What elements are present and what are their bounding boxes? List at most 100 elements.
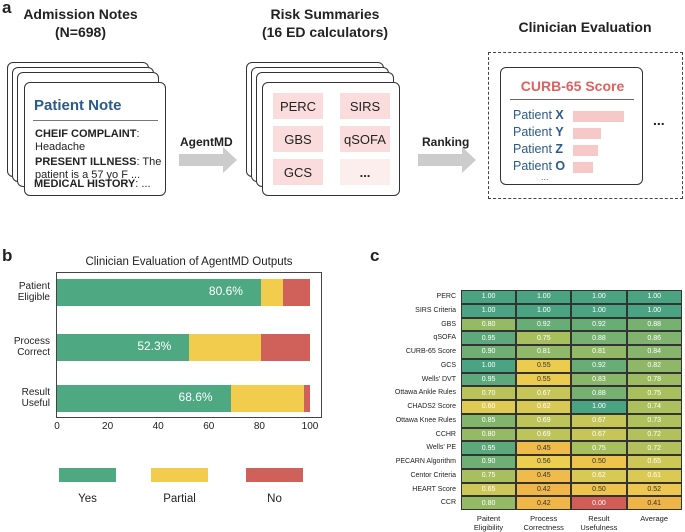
- data-label: 52.3%: [137, 339, 172, 353]
- heatmap-cell: 0.72: [626, 441, 682, 455]
- patient-row: Patient X: [513, 108, 564, 122]
- heatmap-row-label: qSOFA: [433, 334, 456, 342]
- heatmap-cell: 0.50: [571, 482, 627, 497]
- heatmap-cell: 0.42: [516, 496, 572, 510]
- heatmap-cell: 0.95: [461, 331, 517, 345]
- patient-row: Patient Y: [513, 125, 564, 139]
- heatmap-cell: 0.42: [516, 482, 572, 497]
- heatmap-cell: 1.00: [571, 303, 627, 318]
- risk-title-text: Risk Summaries: [270, 6, 380, 22]
- panel-label-a: a: [2, 0, 12, 17]
- bar-segment-no: [261, 333, 310, 361]
- heatmap-column-label: Paitent Eligibility: [473, 514, 504, 532]
- heatmap-row-label: CCHR: [435, 430, 456, 438]
- heatmap-cell: 0.45: [516, 441, 572, 455]
- legend-label: Partial: [163, 493, 196, 505]
- heatmap-cell: 0.45: [516, 468, 572, 483]
- heatmap-cell: 0.92: [571, 317, 627, 332]
- heatmap-cell: 0.72: [626, 427, 682, 442]
- field-present-illness: PRESENT ILLNESS: The patient is a 57 yo …: [35, 156, 162, 181]
- calc-qsofa: qSOFA: [340, 126, 390, 152]
- heatmap-cell: 1.00: [461, 290, 517, 304]
- legend-swatch-partial: [151, 468, 208, 482]
- y-tick-label: Process Correct: [13, 336, 50, 358]
- heatmap-cell: 0.75: [626, 386, 682, 400]
- heatmap-cell: 0.73: [626, 413, 682, 428]
- heatmap-cell: 0.90: [461, 455, 517, 469]
- heatmap-cell: 0.67: [516, 386, 572, 400]
- heatmap-cell: 0.60: [461, 400, 517, 414]
- calc-gbs: GBS: [273, 126, 323, 152]
- heatmap-row-label: PECARN Algorithm: [395, 458, 456, 465]
- heatmap-cell: 0.81: [516, 345, 572, 359]
- heatmap-cell: 0.92: [516, 317, 572, 332]
- heatmap-cell: 0.70: [461, 386, 517, 400]
- heatmap-row-label: CHADS2 Score: [407, 403, 456, 410]
- evaluation-box: [488, 52, 683, 199]
- heatmap-cell: 1.00: [516, 303, 572, 318]
- heatmap-cell: 0.52: [626, 482, 682, 497]
- field-chief-complaint: CHEIF COMPLAINT: Headache: [35, 128, 140, 153]
- heatmap-cell: 0.84: [626, 345, 682, 359]
- notes-count: (N=698): [55, 24, 106, 40]
- heatmap-cell: 0.95: [461, 372, 517, 387]
- heatmap-row-label: HEART Score: [412, 485, 456, 493]
- heatmap-cell: 0.82: [626, 358, 682, 373]
- more-ellipsis: ...: [653, 112, 665, 128]
- patient-score-bar: [573, 162, 593, 173]
- eval-title: Clinician Evaluation: [518, 19, 652, 35]
- bar-segment-yes: [57, 333, 190, 361]
- field-label: MEDICAL HISTORY: [34, 178, 136, 190]
- heatmap-row-label: Ottawa Knee Rules: [395, 416, 456, 424]
- x-tick-label: 20: [102, 421, 114, 432]
- x-tick-label: 0: [54, 421, 60, 432]
- agentmd-label: AgentMD: [180, 135, 233, 149]
- x-tick-label: 80: [253, 421, 265, 432]
- ranking-label: Ranking: [422, 135, 470, 149]
- heatmap-cell: 0.88: [571, 386, 627, 400]
- heatmap-row-label: Ottawa Ankle Rules: [394, 389, 456, 397]
- heatmap-cell: 0.88: [626, 317, 682, 332]
- patient-label: Patient: [513, 108, 556, 122]
- heatmap-cell: 0.56: [516, 455, 572, 469]
- heatmap-row-label: PERC: [436, 293, 456, 300]
- field-label: PRESENT ILLNESS: [35, 156, 137, 168]
- field-medical-history: MEDICAL HISTORY: ...: [34, 178, 151, 190]
- heatmap-cell: 0.78: [626, 372, 682, 387]
- patient-score-bar: [573, 128, 601, 139]
- heatmap-cell: 0.80: [461, 427, 517, 442]
- bar-chart-title: Clinician Evaluation of AgentMD Outputs: [85, 256, 293, 268]
- patient-id: Z: [555, 142, 564, 156]
- heatmap-cell: 0.75: [571, 441, 627, 455]
- panel-label-c: c: [370, 246, 380, 265]
- patient-score-bar: [573, 145, 598, 156]
- calc-sirs: SIRS: [340, 93, 390, 119]
- heatmap-cell: 0.75: [461, 468, 517, 483]
- heatmap-cell: 0.55: [516, 358, 572, 373]
- heatmap-cell: 0.83: [571, 372, 627, 387]
- heatmap-row-label: Centor Criteria: [410, 471, 456, 479]
- risk-summary-card: PERC SIRS GBS qSOFA GCS ...: [262, 82, 400, 196]
- arrow-right-icon: [179, 147, 237, 173]
- heatmap-cell: 0.55: [516, 372, 572, 387]
- legend-swatch-yes: [59, 468, 116, 482]
- heatmap-cell: 0.69: [516, 413, 572, 428]
- bar-chart-plot: [56, 272, 322, 418]
- heatmap-cell: 1.00: [571, 290, 627, 304]
- heatmap-row-label: Wells' PE: [426, 444, 456, 452]
- heatmap-cell: 0.75: [516, 331, 572, 345]
- bar-segment-no: [304, 384, 310, 412]
- heatmap-cell: 0.80: [461, 496, 517, 510]
- calc-gcs: GCS: [273, 159, 323, 185]
- more-patients: ...: [541, 172, 549, 182]
- x-tick-label: 100: [301, 421, 319, 432]
- score-title: CURB-65 Score: [520, 78, 625, 94]
- divider: [510, 99, 634, 100]
- heatmap-cell: 0.69: [516, 427, 572, 442]
- heatmap-cell: 0.61: [626, 468, 682, 483]
- patient-note-card: Patient Note CHEIF COMPLAINT: Headache PR…: [24, 82, 166, 196]
- score-card: CURB-65 Score Patient X Patient Y Patien…: [500, 67, 643, 185]
- risk-title: Risk Summaries (16 ED calculators): [250, 5, 400, 41]
- bar-segment-partial: [230, 384, 305, 412]
- bar-segment-yes: [57, 384, 231, 412]
